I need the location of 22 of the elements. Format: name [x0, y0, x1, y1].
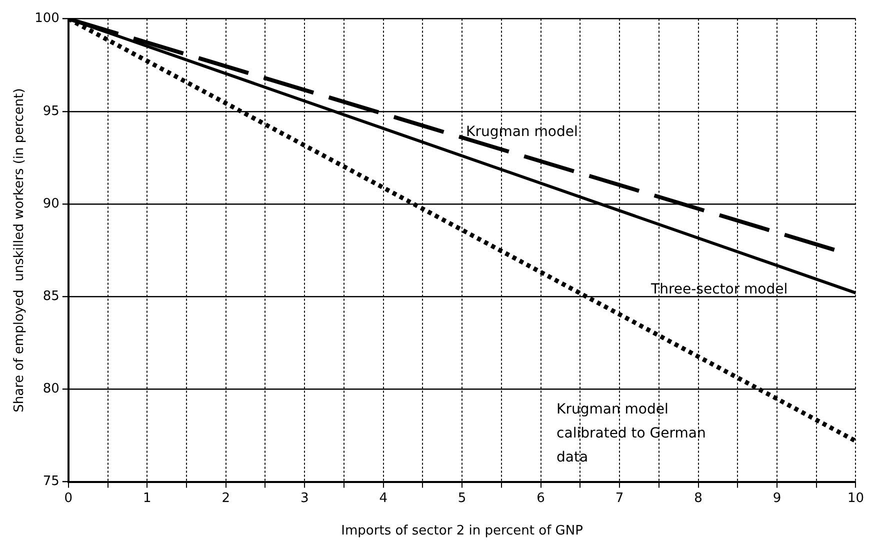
- x-tick-label: 9: [772, 490, 782, 506]
- x-tick-label: 4: [379, 490, 388, 506]
- series-label: Three-sector model: [650, 281, 788, 298]
- y-tick-label: 85: [42, 288, 60, 304]
- y-tick-label: 90: [42, 196, 60, 212]
- y-tick-label: 100: [34, 11, 60, 26]
- x-tick-label: 8: [694, 490, 702, 506]
- series-label: Krugman model: [466, 124, 578, 140]
- y-tick-label: 75: [42, 474, 60, 490]
- x-tick-label: 1: [143, 490, 152, 506]
- x-axis-title: Imports of sector 2 in percent of GNP: [341, 524, 584, 539]
- y-tick-label: 80: [42, 382, 60, 397]
- y-axis-title: Share of employed unskilled workers (in percent): [12, 88, 28, 412]
- x-tick-label: 5: [458, 490, 466, 506]
- x-tick-label: 10: [847, 490, 864, 506]
- x-tick-label: 0: [64, 490, 73, 506]
- text: Krugman model calibrated to German data: [556, 402, 706, 466]
- x-tick-label: 2: [222, 490, 230, 506]
- x-tick-label: 3: [300, 490, 309, 506]
- y-tick-label: 95: [42, 104, 60, 119]
- x-tick-label: 7: [615, 490, 624, 506]
- x-tick-label: 6: [536, 490, 545, 506]
